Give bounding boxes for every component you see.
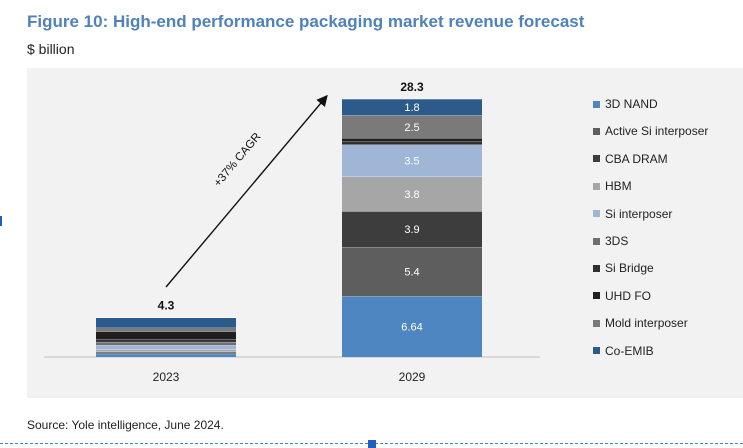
x-tick-label: 2023 [153,370,180,384]
bar-segment [96,345,236,350]
data-label: 6.64 [401,322,422,334]
legend-label: Mold interposer [605,316,688,331]
bar-segment [342,141,482,145]
bar-segment [96,331,236,340]
unit-label: $ billion [27,41,75,57]
legend-swatch [593,182,600,190]
legend-label: 3DS [605,234,629,248]
legend-label: Co-EMIB [605,343,654,358]
bar-segment [342,211,482,247]
resize-handle[interactable] [368,440,376,448]
resize-handle-left[interactable] [0,216,2,226]
legend-item: Mold interposer [593,315,688,331]
bar-segment [342,144,482,177]
total-label: 4.3 [158,299,175,313]
bar-segment [96,353,236,357]
figure-title: Figure 10: High-end performance packagin… [27,12,585,31]
cagr-arrow [165,94,328,288]
source-note: Source: Yole intelligence, June 2024. [27,418,224,432]
legend-label: 3D NAND [605,97,658,111]
data-label: 5.4 [404,267,419,279]
bar-segment [342,115,482,139]
legend-item: 3D NAND [593,96,658,112]
bar-segment [96,349,236,352]
legend-swatch [593,155,600,163]
legend-item: 3DS [593,233,628,249]
bar-segment [96,339,236,342]
legend-label: CBA DRAM [605,151,668,166]
legend-swatch [593,237,600,245]
legend-item: Si interposer [593,206,672,222]
legend-swatch [593,127,600,135]
bar-segment [342,98,482,116]
bar-segment [96,351,236,353]
legend-item: Active Si interposer [593,123,708,139]
legend-label: Si interposer [605,206,673,221]
bar-segment [96,327,236,332]
legend-label: UHD FO [605,288,651,303]
bar-segment [96,341,236,346]
legend-label: HBM [605,179,632,194]
legend-swatch [593,347,600,355]
bar-segment [342,138,482,142]
bar-segment [342,296,482,357]
legend-swatch [593,264,600,272]
bar-segment [342,246,482,297]
legend-item: Co-EMIB [593,343,654,359]
legend-item: HBM [593,178,632,194]
data-label: 3.5 [404,156,419,168]
data-label: 3.9 [404,224,419,236]
data-label: 1.8 [404,102,419,114]
data-label: 2.5 [404,122,419,134]
legend-item: Si Bridge [593,260,654,276]
bar-segment [342,176,482,212]
legend-label: Active Si interposer [605,124,709,139]
data-label: 3.8 [404,189,419,201]
total-label: 28.3 [400,80,424,94]
bar-segment [96,317,236,328]
legend-swatch [593,319,600,327]
legend-label: Si Bridge [605,261,654,276]
legend-swatch [593,292,600,300]
legend-item: UHD FO [593,288,651,304]
bar-segment [96,352,236,354]
legend-item: CBA DRAM [593,151,668,167]
x-tick-label: 2029 [399,370,426,384]
legend-swatch [593,100,600,108]
legend-swatch [593,210,600,218]
